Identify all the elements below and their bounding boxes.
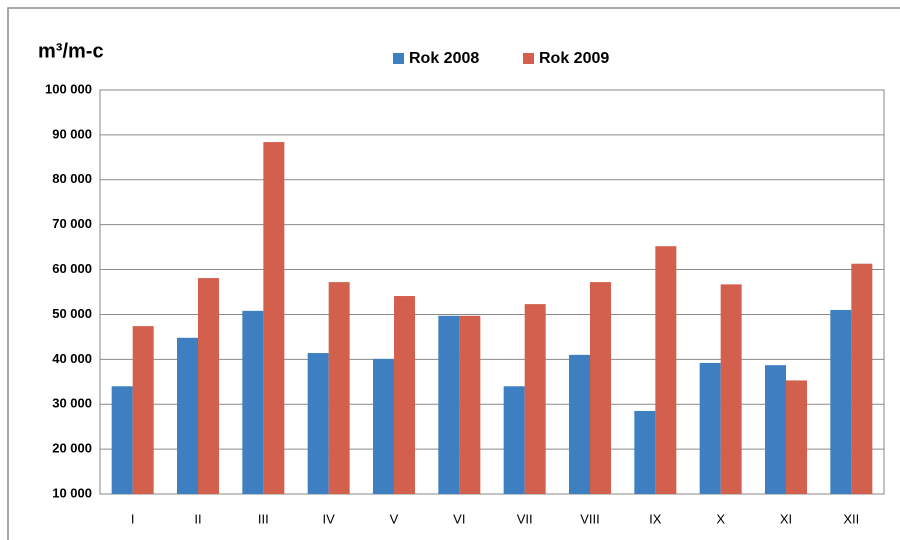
x-tick-label: XII — [843, 511, 859, 526]
bar — [590, 282, 611, 494]
legend-swatch — [393, 53, 404, 64]
y-tick-label: 10 000 — [52, 485, 92, 500]
plot-frame — [99, 89, 885, 495]
bar — [851, 263, 873, 494]
bar — [830, 309, 852, 494]
x-tick-label: IX — [649, 511, 662, 526]
bar — [328, 282, 350, 494]
x-tick-label: II — [194, 511, 201, 526]
y-tick-label: 20 000 — [52, 441, 92, 456]
x-tick-label: VI — [453, 511, 465, 526]
y-tick-label: 30 000 — [52, 396, 92, 411]
bar — [438, 315, 460, 494]
y-tick-label: 90 000 — [52, 126, 92, 141]
y-tick-label: 40 000 — [52, 351, 92, 366]
bar — [263, 142, 285, 494]
chart-title: m³/m-c — [38, 40, 104, 62]
bar — [765, 365, 786, 494]
legend-swatch — [523, 53, 534, 64]
bar — [699, 362, 721, 494]
bar — [503, 386, 525, 494]
bar — [459, 315, 481, 494]
x-tick-label: XI — [780, 511, 792, 526]
y-tick-label: 70 000 — [52, 216, 92, 231]
bar — [132, 326, 154, 494]
x-tick-label: VII — [517, 511, 533, 526]
x-tick-label: V — [390, 511, 399, 526]
bar — [177, 337, 198, 494]
bar — [569, 354, 590, 494]
x-tick-label: X — [716, 511, 725, 526]
bar — [720, 284, 742, 494]
bar — [524, 304, 546, 494]
bar — [198, 278, 219, 494]
y-tick-label: 80 000 — [52, 171, 92, 186]
x-tick-label: IV — [323, 511, 336, 526]
x-tick-label: VIII — [580, 511, 600, 526]
y-tick-label: 100 000 — [45, 81, 92, 96]
y-tick-label: 60 000 — [52, 261, 92, 276]
bar — [373, 358, 394, 494]
bar — [655, 246, 677, 494]
y-tick-label: 50 000 — [52, 306, 92, 321]
x-tick-label: I — [131, 511, 135, 526]
bar — [394, 296, 415, 494]
bar — [634, 410, 656, 494]
bar — [242, 310, 264, 494]
x-tick-label: III — [258, 511, 269, 526]
bar — [307, 353, 329, 494]
bar — [786, 380, 807, 494]
legend-label: Rok 2009 — [539, 50, 609, 67]
bar — [111, 386, 133, 494]
legend-label: Rok 2008 — [409, 50, 479, 67]
